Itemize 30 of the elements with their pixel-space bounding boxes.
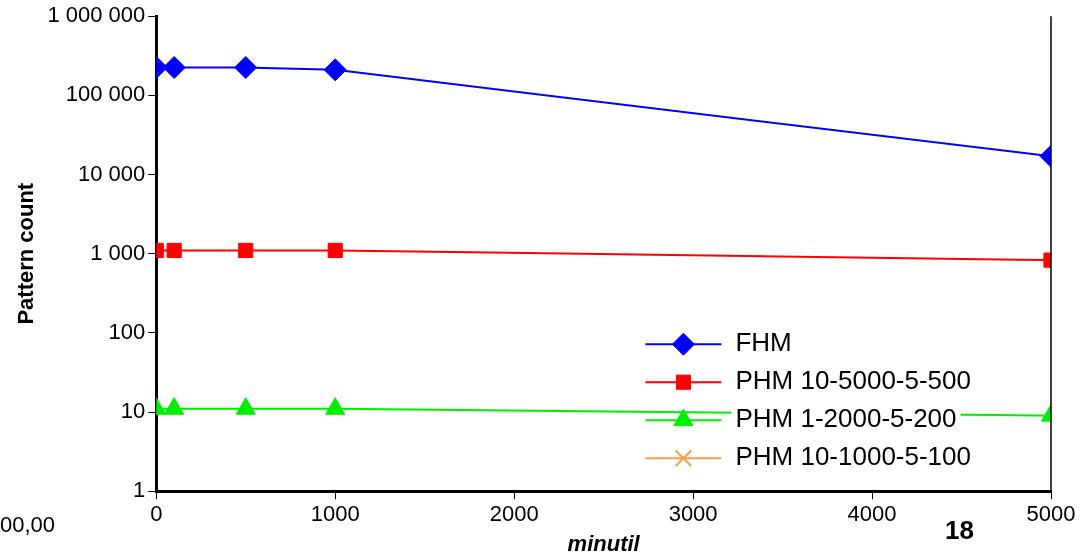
x-tick-label: 1000: [310, 501, 360, 527]
point: [162, 55, 186, 79]
legend-label: FHM: [735, 327, 792, 358]
point: [166, 242, 182, 258]
y-tick-label: 1 000 000: [47, 2, 146, 28]
point: [327, 242, 343, 258]
y-axis-title: Pattern count: [13, 182, 39, 325]
legend-label: PHM 1-2000-5-200: [735, 403, 957, 434]
y-tick-label: 1: [133, 477, 146, 503]
y-tick-label: 10: [120, 398, 146, 424]
legend-label: PHM 10-5000-5-500: [735, 365, 971, 396]
point: [164, 397, 185, 415]
y-tick-label: 100 000: [65, 81, 146, 107]
x-tick-label: 4000: [847, 501, 897, 527]
x-tick-label: 0: [150, 501, 163, 527]
legend-label: PHM 10-1000-5-100: [735, 441, 971, 472]
x-tick-label: 5000: [1026, 501, 1076, 527]
point: [323, 58, 347, 82]
y-tick-label: 100: [108, 318, 146, 344]
point: [325, 397, 346, 415]
y-tick-label: 1 000: [90, 239, 146, 265]
x-axis-title: minutil: [567, 530, 641, 556]
point: [235, 397, 256, 415]
x-tick-label: 3000: [668, 501, 718, 527]
x-tick-label: 2000: [489, 501, 539, 527]
text: 18: [945, 515, 974, 546]
y-tick-label: 10 000: [77, 160, 146, 186]
text: 00,00: [0, 512, 56, 538]
point: [234, 55, 258, 79]
point: [238, 242, 254, 258]
